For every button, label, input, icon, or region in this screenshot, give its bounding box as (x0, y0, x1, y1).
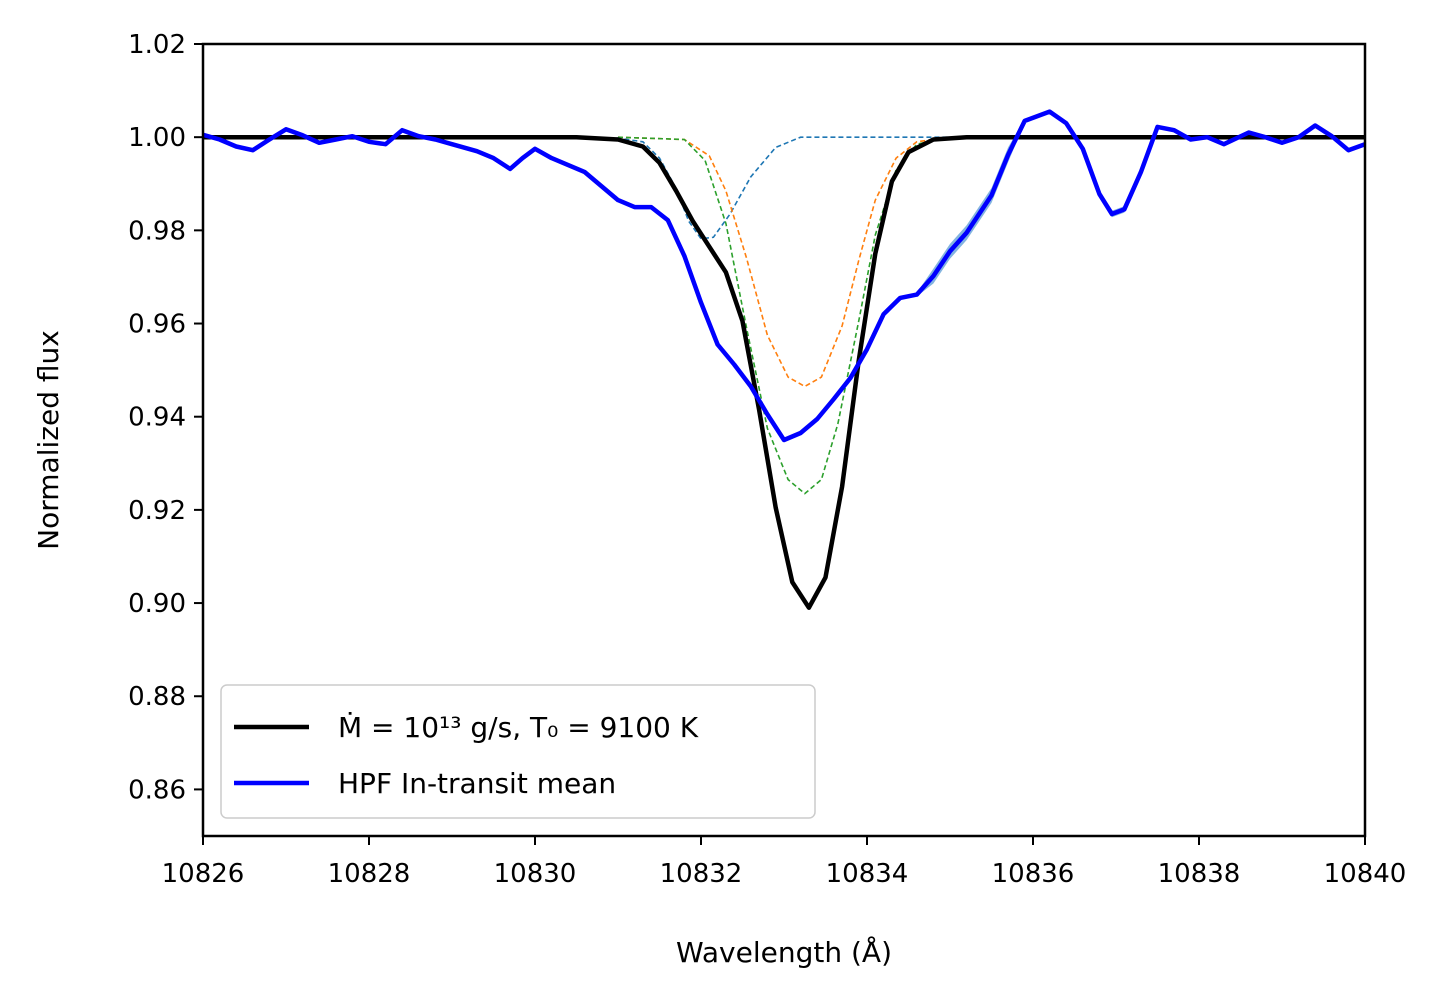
component-profile-green (617, 136, 951, 495)
legend-label-model: Ṁ = 10¹³ g/s, T₀ = 9100 K (338, 711, 699, 744)
y-tick-label: 0.86 (128, 775, 186, 805)
x-axis-title: Wavelength (Å) (676, 935, 892, 969)
x-tick-label: 10830 (494, 859, 577, 889)
y-axis: 0.86 0.88 0.90 0.92 0.94 0.96 0.98 1.00 1.02 (128, 30, 203, 805)
x-tick-label: 10840 (1324, 859, 1407, 889)
x-axis: 10826 10828 10830 10832 10834 10836 10838 10840 (162, 836, 1407, 889)
component-profile-orange (617, 136, 951, 388)
y-tick-label: 0.94 (128, 403, 186, 433)
x-tick-label: 10832 (660, 859, 743, 889)
x-tick-label: 10826 (162, 859, 245, 889)
x-tick-label: 10838 (1158, 859, 1241, 889)
plot-area (203, 109, 1365, 610)
hpf-mean-line (203, 109, 1365, 443)
x-tick-label: 10828 (328, 859, 411, 889)
y-tick-label: 0.96 (128, 310, 186, 340)
component-profile-blue (576, 136, 950, 240)
legend-label-hpf: HPF In-transit mean (338, 767, 616, 800)
x-tick-label: 10836 (992, 859, 1075, 889)
y-tick-label: 0.90 (128, 589, 186, 619)
model-line (203, 134, 1365, 610)
y-tick-label: 0.88 (128, 682, 186, 712)
legend: Ṁ = 10¹³ g/s, T₀ = 9100 K HPF In-transit… (220, 684, 816, 819)
y-tick-label: 0.98 (128, 216, 186, 246)
legend-box (220, 684, 816, 819)
hpf-uncertainty-band (203, 109, 1365, 442)
axes-frame (201, 42, 1367, 838)
x-tick-label: 10834 (826, 859, 909, 889)
y-tick-label: 1.00 (128, 123, 186, 153)
y-tick-label: 0.92 (128, 496, 186, 526)
y-tick-label: 1.02 (128, 30, 186, 60)
y-axis-title: Normalized flux (32, 330, 65, 550)
